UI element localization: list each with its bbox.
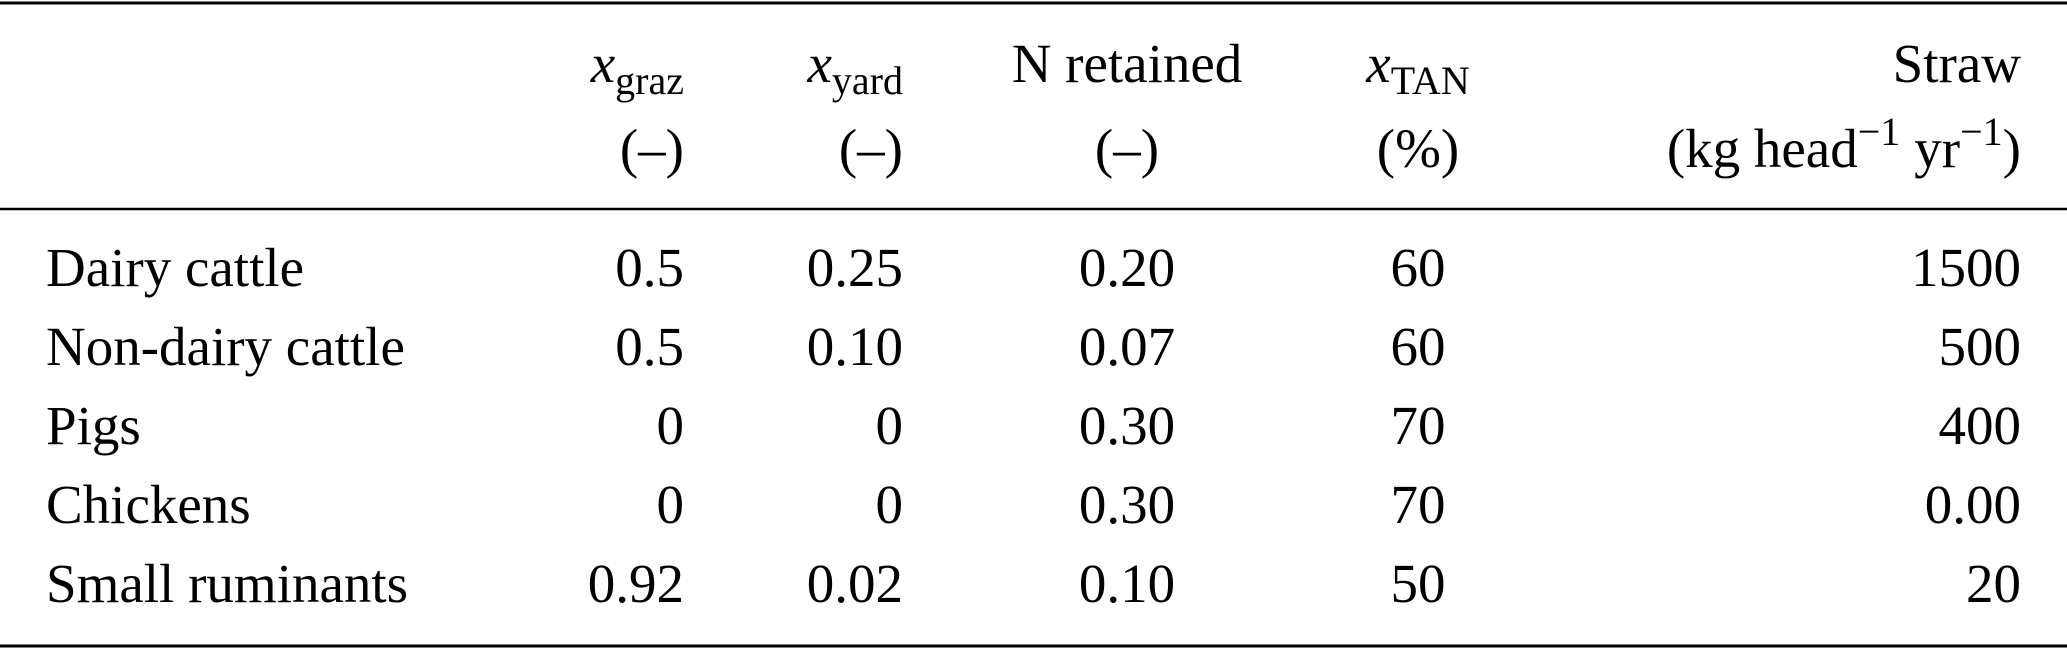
cell: 0.10 — [1079, 553, 1175, 614]
header-cell: xyard — [807, 33, 904, 103]
cell: 0 — [657, 395, 685, 456]
cell: 0.92 — [588, 553, 684, 614]
cell: 0.25 — [807, 237, 903, 298]
unit-part: ) — [2003, 118, 2021, 179]
cell: 0.10 — [807, 316, 903, 377]
symbol: x — [590, 33, 616, 94]
row-label: Non-dairy cattle — [46, 316, 405, 377]
symbol: x — [807, 33, 833, 94]
cell: 0.07 — [1079, 316, 1175, 377]
cell: 0.5 — [615, 237, 684, 298]
cell: 0.20 — [1079, 237, 1175, 298]
header-unit: (%) — [1377, 118, 1459, 179]
subscript: TAN — [1391, 58, 1470, 103]
cell: 70 — [1391, 474, 1446, 535]
header-cell: xTAN — [1365, 33, 1469, 103]
cell: 60 — [1391, 316, 1446, 377]
cell: 0.00 — [1925, 474, 2021, 535]
superscript: −1 — [1858, 109, 1901, 154]
cell: 0 — [876, 474, 904, 535]
cell: 50 — [1391, 553, 1446, 614]
row-label: Chickens — [46, 474, 251, 535]
header-unit: (kg head−1 yr−1) — [1667, 109, 2021, 179]
cell: 0.02 — [807, 553, 903, 614]
header-cell: N retained — [1012, 33, 1243, 94]
header-unit: (–) — [1095, 118, 1159, 179]
symbol: x — [1365, 33, 1391, 94]
row-label: Dairy cattle — [46, 237, 304, 298]
unit-part: yr — [1914, 118, 1960, 179]
cell: 0.30 — [1079, 395, 1175, 456]
cell: 0 — [876, 395, 904, 456]
cell: 60 — [1391, 237, 1446, 298]
cell: 0.30 — [1079, 474, 1175, 535]
cell: 70 — [1391, 395, 1446, 456]
cell: 0 — [657, 474, 685, 535]
header-cell: xgraz — [590, 33, 684, 103]
header-cell: Straw — [1893, 33, 2022, 94]
cell: 1500 — [1911, 237, 2021, 298]
cell: 20 — [1966, 553, 2021, 614]
superscript: −1 — [1960, 109, 2003, 154]
cell: 500 — [1939, 316, 2022, 377]
row-label: Small ruminants — [46, 553, 408, 614]
subscript: graz — [615, 58, 684, 103]
cell: 400 — [1939, 395, 2022, 456]
cell: 0.5 — [615, 316, 684, 377]
header-unit: (–) — [620, 118, 684, 179]
row-label: Pigs — [46, 395, 141, 456]
header-unit: (–) — [839, 118, 903, 179]
unit-part: (kg head — [1667, 118, 1858, 179]
subscript: yard — [832, 58, 903, 103]
